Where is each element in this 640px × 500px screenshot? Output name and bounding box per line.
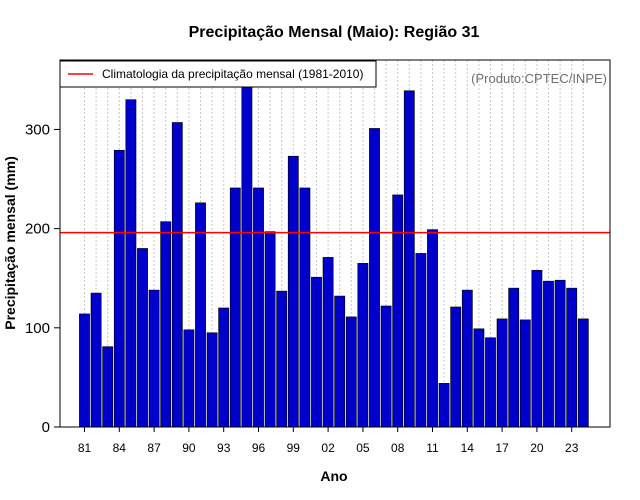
bar-96	[253, 187, 264, 428]
x-tick-label-84: 84	[113, 441, 127, 455]
bar-02	[322, 257, 334, 428]
bar-87	[148, 289, 160, 428]
bar-00	[299, 187, 311, 428]
bar-22	[554, 279, 566, 428]
bar-11	[427, 229, 438, 428]
bar-23	[566, 287, 578, 428]
bar-89	[171, 122, 183, 428]
bar-90	[183, 329, 195, 428]
bar-85	[125, 99, 137, 428]
bar-95	[241, 84, 253, 428]
bar-83	[102, 346, 114, 428]
x-tick-label-81: 81	[78, 441, 92, 455]
y-tick-label-0: 0	[42, 419, 50, 436]
y-tick-label-200: 200	[25, 221, 50, 238]
bar-93	[218, 307, 230, 428]
bar-12	[438, 383, 450, 428]
bar-84	[113, 149, 125, 428]
bar-17	[496, 318, 508, 428]
bar-91	[195, 202, 206, 428]
x-tick-label-93: 93	[217, 441, 231, 455]
x-tick-label-96: 96	[252, 441, 266, 455]
bar-81	[79, 313, 90, 428]
bar-98	[276, 290, 288, 428]
bar-92	[206, 332, 218, 428]
bar-24	[577, 318, 589, 428]
legend-label: Climatologia da precipitação mensal (198…	[102, 67, 363, 81]
bar-10	[415, 253, 427, 428]
bar-04	[345, 316, 357, 428]
bar-05	[357, 263, 369, 428]
bar-99	[287, 155, 299, 428]
x-tick-label-14: 14	[461, 441, 475, 455]
source-note: (Produto:CPTEC/INPE)	[471, 71, 607, 86]
y-axis: 0 100 200 300	[25, 121, 60, 436]
bar-18	[508, 287, 520, 428]
bar-86	[137, 248, 148, 428]
legend: Climatologia da precipitação mensal (198…	[59, 60, 377, 88]
x-tick-label-87: 87	[147, 441, 161, 455]
x-tick-label-11: 11	[426, 441, 439, 455]
x-tick-label-02: 02	[321, 441, 335, 455]
bar-14	[461, 289, 473, 428]
bar-06	[369, 128, 380, 428]
x-tick-label-08: 08	[391, 441, 405, 455]
bar-03	[334, 295, 346, 428]
x-axis-title: Ano	[320, 468, 347, 484]
bar-16	[485, 337, 496, 428]
x-tick-label-23: 23	[565, 441, 579, 455]
bar-08	[392, 194, 404, 428]
x-tick-label-20: 20	[530, 441, 544, 455]
y-tick-label-300: 300	[25, 121, 50, 138]
bar-01	[311, 276, 322, 428]
x-tick-label-99: 99	[287, 441, 301, 455]
x-tick-label-17: 17	[495, 441, 509, 455]
y-tick-label-100: 100	[25, 320, 50, 337]
bar-21	[543, 280, 554, 428]
plot-frame	[59, 59, 611, 428]
bar-09	[403, 90, 415, 428]
bar-82	[90, 292, 102, 428]
y-axis-title: Precipitação mensal (mm)	[2, 156, 18, 330]
legend-box	[59, 60, 377, 88]
x-tick-label-05: 05	[356, 441, 370, 455]
bar-88	[160, 221, 172, 428]
x-axis: 81 84 87 90 93 96 99 02 05 08 11 14 17 20 23	[78, 427, 579, 455]
chart-title: Precipitação Mensal (Maio): Região 31	[189, 24, 480, 41]
bar-19	[519, 319, 531, 428]
bar-15	[473, 328, 485, 428]
bar-13	[450, 306, 462, 428]
bar-07	[380, 305, 392, 428]
bars	[79, 84, 589, 428]
bar-94	[229, 187, 241, 428]
bar-20	[531, 269, 543, 428]
x-tick-label-90: 90	[182, 441, 196, 455]
bar-97	[264, 231, 276, 428]
